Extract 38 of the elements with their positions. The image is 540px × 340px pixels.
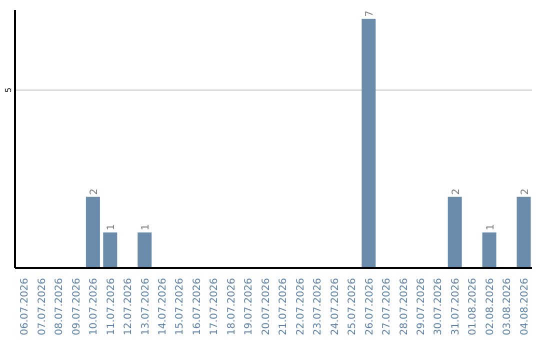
x-tick-label: 02.08.2026 — [484, 278, 496, 336]
data-label: 1 — [485, 224, 496, 230]
x-tick-label: 29.07.2026 — [416, 278, 427, 336]
x-tick-label: 14.07.2026 — [157, 278, 168, 336]
x-tick-label: 13.07.2026 — [140, 278, 152, 336]
x-tick-label: 28.07.2026 — [398, 278, 410, 336]
x-tick-label: 22.07.2026 — [295, 278, 306, 336]
x-tick-label: 19.07.2026 — [244, 278, 255, 336]
x-tick-label: 24.07.2026 — [330, 278, 341, 336]
x-tick-label: 26.07.2026 — [364, 278, 376, 336]
x-tick-label: 11.07.2026 — [106, 278, 117, 336]
x-tick-label: 25.07.2026 — [347, 278, 358, 336]
x-tick-label: 09.07.2026 — [71, 278, 82, 336]
x-tick-label: 03.08.2026 — [502, 278, 514, 336]
x-tick-label: 18.07.2026 — [226, 278, 238, 336]
x-tick-label: 07.07.2026 — [36, 278, 48, 336]
y-tick-label: 5 — [4, 88, 13, 93]
x-tick-label: 10.07.2026 — [88, 278, 100, 336]
x-tick-label: 17.07.2026 — [209, 278, 220, 336]
x-tick-label: 16.07.2026 — [192, 278, 203, 336]
x-tick-label: 15.07.2026 — [174, 278, 186, 336]
x-tick-label: 12.07.2026 — [123, 278, 134, 336]
x-tick-label: 04.08.2026 — [519, 278, 530, 336]
x-tick-label: 20.07.2026 — [260, 278, 272, 336]
x-tick-label: 21.07.2026 — [278, 278, 290, 336]
x-tick-label: 01.08.2026 — [468, 278, 479, 336]
data-label: 2 — [450, 188, 462, 195]
data-label: 2 — [88, 188, 100, 195]
data-label: 1 — [140, 224, 152, 230]
x-tick-label: 31.07.2026 — [450, 278, 462, 336]
x-tick-label: 27.07.2026 — [382, 278, 393, 336]
data-label: 1 — [106, 224, 118, 230]
data-label: 7 — [364, 10, 376, 17]
x-tick-label: 08.07.2026 — [54, 278, 66, 336]
x-tick-label: 06.07.2026 — [20, 278, 31, 336]
data-label: 2 — [520, 188, 531, 195]
x-tick-label: 23.07.2026 — [312, 278, 324, 336]
x-tick-label: 30.07.2026 — [433, 278, 444, 336]
